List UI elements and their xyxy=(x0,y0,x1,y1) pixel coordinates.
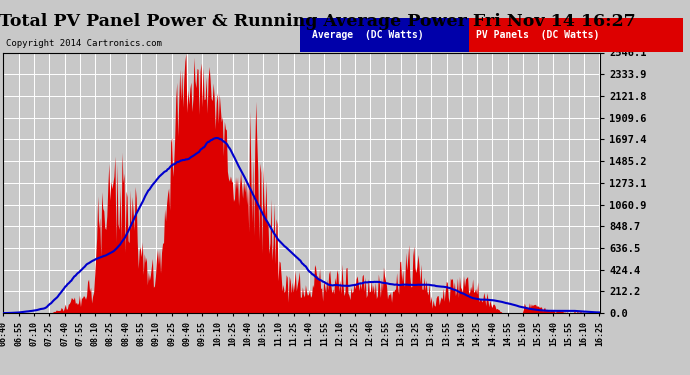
Text: Average  (DC Watts): Average (DC Watts) xyxy=(312,30,423,40)
Text: Copyright 2014 Cartronics.com: Copyright 2014 Cartronics.com xyxy=(6,39,161,48)
Bar xyxy=(469,18,683,52)
Text: Total PV Panel Power & Running Average Power Fri Nov 14 16:27: Total PV Panel Power & Running Average P… xyxy=(0,13,635,30)
Text: PV Panels  (DC Watts): PV Panels (DC Watts) xyxy=(476,30,600,40)
Bar xyxy=(300,18,469,52)
